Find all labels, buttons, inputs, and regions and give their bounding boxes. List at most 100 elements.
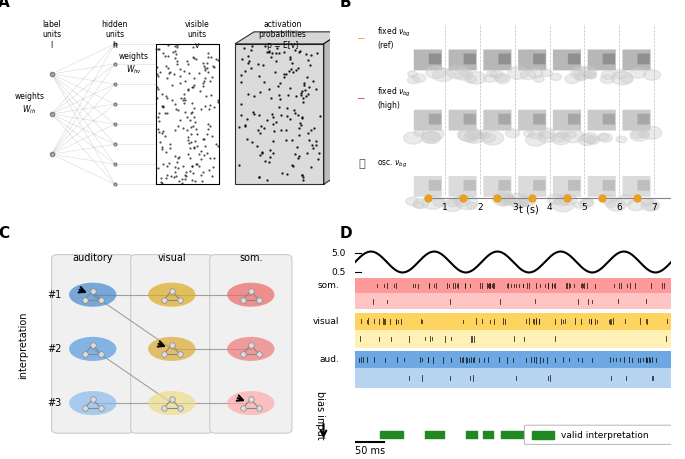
Circle shape xyxy=(466,202,477,209)
Point xyxy=(152,70,163,78)
Circle shape xyxy=(413,202,423,208)
FancyBboxPatch shape xyxy=(568,180,580,191)
Text: 1: 1 xyxy=(443,203,448,213)
Point xyxy=(153,129,164,136)
Text: #2: #2 xyxy=(48,344,62,354)
Point xyxy=(196,177,207,185)
Circle shape xyxy=(515,198,528,207)
FancyBboxPatch shape xyxy=(414,110,442,130)
Circle shape xyxy=(641,198,653,206)
Point xyxy=(201,93,212,100)
Point xyxy=(259,125,270,132)
Point xyxy=(184,69,195,77)
Point xyxy=(185,167,196,174)
Point xyxy=(306,163,317,171)
Circle shape xyxy=(580,199,593,207)
Point xyxy=(209,63,220,70)
Circle shape xyxy=(584,71,597,78)
Circle shape xyxy=(458,129,475,140)
Point xyxy=(288,106,299,113)
Point xyxy=(152,125,163,132)
Point xyxy=(172,44,183,51)
Point xyxy=(253,72,264,79)
Circle shape xyxy=(557,131,568,138)
Circle shape xyxy=(499,195,516,205)
Point xyxy=(297,88,308,95)
Circle shape xyxy=(406,197,419,206)
Point xyxy=(264,48,275,55)
Point xyxy=(268,137,279,144)
Point xyxy=(182,127,193,134)
Circle shape xyxy=(644,70,660,80)
Circle shape xyxy=(529,129,545,139)
Point xyxy=(202,54,213,61)
Point xyxy=(208,163,219,171)
Point xyxy=(160,109,171,116)
FancyBboxPatch shape xyxy=(568,54,580,64)
FancyBboxPatch shape xyxy=(499,54,511,64)
Circle shape xyxy=(630,129,649,141)
Point xyxy=(303,136,314,144)
Point xyxy=(183,136,194,144)
Point xyxy=(310,138,321,145)
Text: A: A xyxy=(0,0,10,10)
FancyBboxPatch shape xyxy=(464,114,476,124)
Point xyxy=(245,46,256,53)
Circle shape xyxy=(433,68,453,82)
Circle shape xyxy=(605,200,616,207)
Point xyxy=(275,126,286,133)
Point xyxy=(247,43,258,50)
Circle shape xyxy=(477,130,487,136)
Circle shape xyxy=(528,69,543,78)
Text: visual: visual xyxy=(313,317,339,326)
Circle shape xyxy=(586,73,596,79)
Point xyxy=(287,60,298,67)
Point xyxy=(280,137,291,144)
Point xyxy=(182,150,193,157)
Point xyxy=(267,150,278,157)
Circle shape xyxy=(551,133,570,145)
Point xyxy=(169,163,180,171)
Point xyxy=(173,178,184,185)
Circle shape xyxy=(459,128,481,142)
Point xyxy=(190,177,201,185)
Point xyxy=(281,127,292,134)
FancyBboxPatch shape xyxy=(623,110,651,130)
Circle shape xyxy=(422,132,441,144)
Circle shape xyxy=(421,131,439,143)
Circle shape xyxy=(614,69,628,78)
FancyBboxPatch shape xyxy=(414,50,442,70)
Ellipse shape xyxy=(69,391,116,415)
Point xyxy=(162,95,173,102)
Point xyxy=(284,84,295,92)
Point xyxy=(177,96,188,104)
Circle shape xyxy=(433,198,446,207)
Polygon shape xyxy=(235,32,342,44)
Point xyxy=(197,168,208,176)
Circle shape xyxy=(541,69,552,77)
Point xyxy=(279,48,290,56)
Circle shape xyxy=(464,130,484,143)
Point xyxy=(171,173,182,180)
Point xyxy=(308,78,319,85)
Circle shape xyxy=(521,70,536,80)
Circle shape xyxy=(506,129,520,138)
Point xyxy=(185,139,196,146)
FancyBboxPatch shape xyxy=(603,114,615,124)
Point xyxy=(294,48,305,55)
Point xyxy=(166,96,177,104)
Point xyxy=(156,90,167,97)
FancyBboxPatch shape xyxy=(623,50,651,70)
Point xyxy=(152,83,163,90)
Point xyxy=(197,135,208,143)
Point xyxy=(264,49,275,56)
Point xyxy=(211,55,222,62)
Point xyxy=(204,167,215,174)
Point xyxy=(198,80,209,87)
Point xyxy=(253,174,264,181)
FancyBboxPatch shape xyxy=(638,54,650,64)
Point xyxy=(283,91,294,99)
Point xyxy=(290,110,301,117)
Point xyxy=(286,65,297,73)
FancyBboxPatch shape xyxy=(484,110,512,130)
